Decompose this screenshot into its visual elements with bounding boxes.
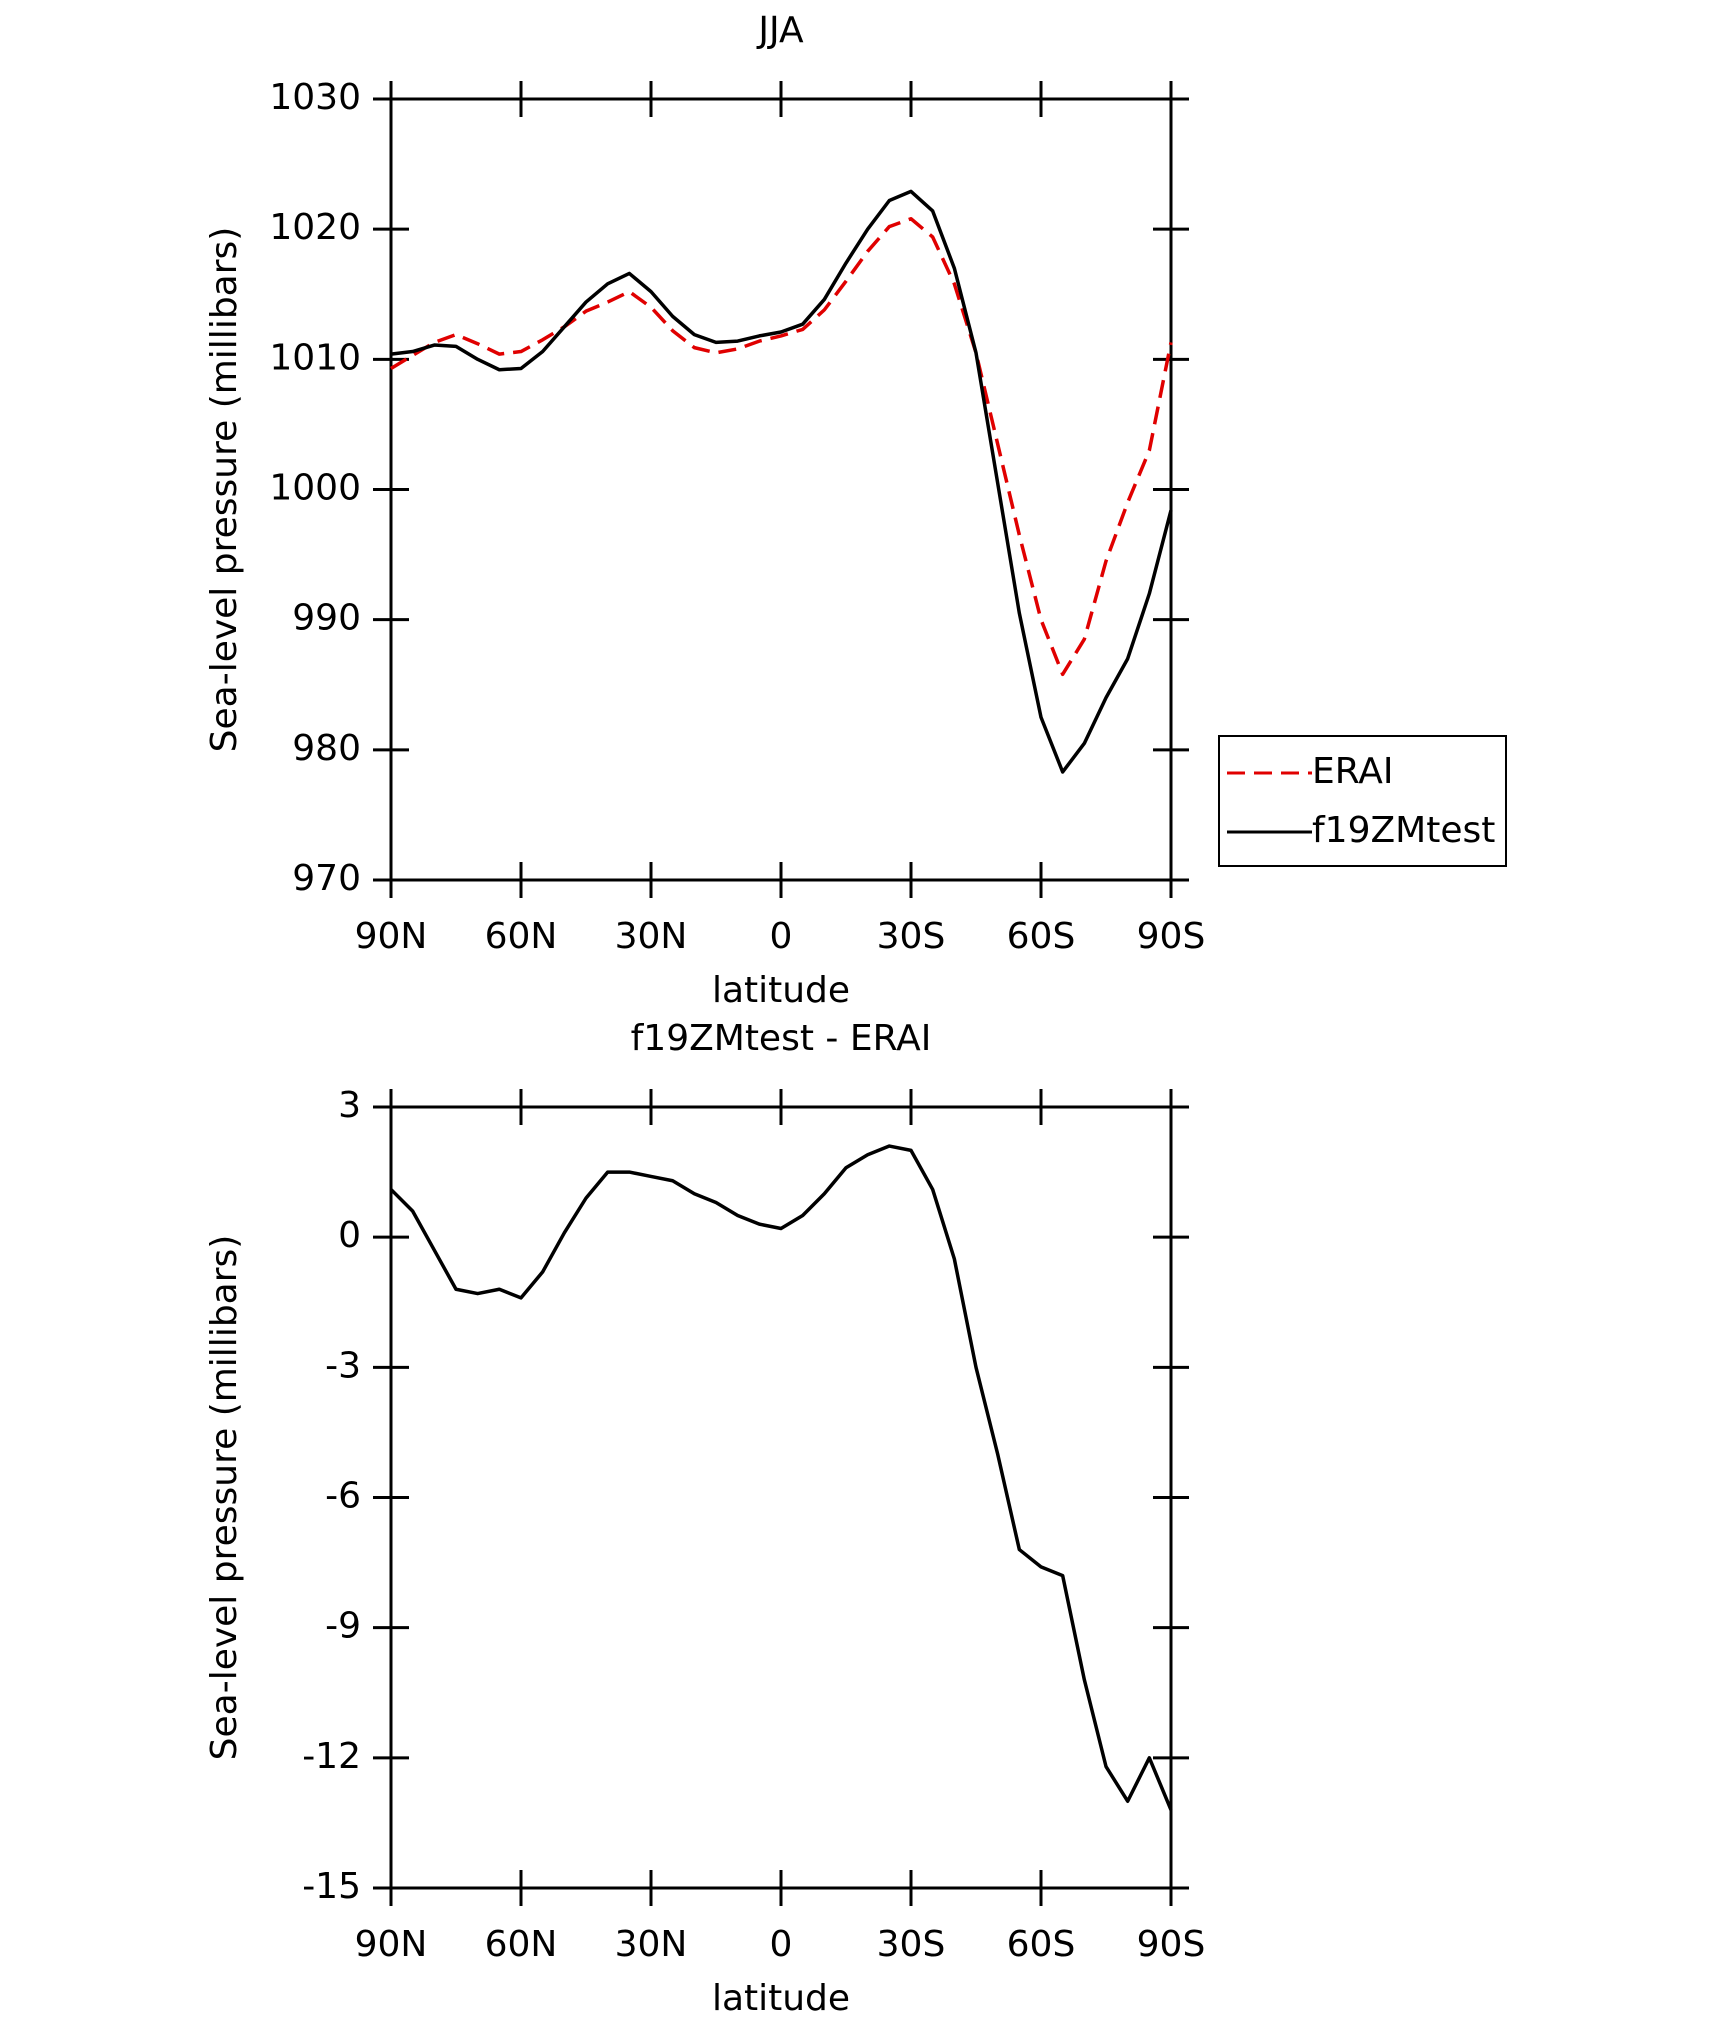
x-tick-label: 90S [1137, 1924, 1206, 1965]
y-tick-label: -15 [302, 1866, 361, 1907]
y-axis-label: Sea-level pressure (millibars) [204, 227, 245, 753]
legend-label: ERAI [1312, 751, 1394, 792]
y-tick-label: -6 [325, 1476, 361, 1517]
x-tick-label: 60N [485, 1924, 558, 1965]
y-tick-label: 1000 [269, 468, 361, 509]
y-axis-label: Sea-level pressure (millibars) [204, 1235, 245, 1761]
x-axis-label: latitude [712, 970, 850, 1011]
x-tick-label: 90N [355, 916, 428, 957]
x-tick-label: 60S [1007, 916, 1076, 957]
data-line [389, 1144, 1173, 1811]
x-tick-label: 0 [770, 1924, 793, 1965]
x-tick-label: 90N [355, 1924, 428, 1965]
x-tick-label: 30S [877, 916, 946, 957]
x-axis-label: latitude [712, 1978, 850, 2019]
chart-title: JJA [756, 10, 804, 51]
y-tick-label: 990 [292, 598, 361, 639]
y-tick-label: 980 [292, 728, 361, 769]
x-tick-label: 0 [770, 916, 793, 957]
data-line [390, 217, 1173, 677]
y-tick-label: 3 [338, 1085, 361, 1126]
chart-title: f19ZMtest - ERAI [631, 1018, 932, 1059]
x-tick-label: 60N [485, 916, 558, 957]
data-line [390, 189, 1173, 774]
y-tick-label: -12 [302, 1736, 361, 1777]
y-tick-label: 1010 [269, 337, 361, 378]
plot-frame [389, 1105, 1173, 1890]
y-tick-label: 1030 [269, 77, 361, 118]
y-tick-label: -3 [325, 1345, 361, 1386]
x-tick-label: 60S [1007, 1924, 1076, 1965]
y-tick-label: 1020 [269, 207, 361, 248]
legend-box [1218, 735, 1507, 867]
y-tick-label: 0 [338, 1215, 361, 1256]
plot-frame [389, 97, 1173, 882]
legend-label: f19ZMtest [1312, 810, 1495, 851]
x-tick-label: 30N [615, 1924, 688, 1965]
x-tick-label: 30S [877, 1924, 946, 1965]
x-tick-label: 30N [615, 916, 688, 957]
y-tick-label: -9 [325, 1606, 361, 1647]
y-tick-label: 970 [292, 858, 361, 899]
x-tick-label: 90S [1137, 916, 1206, 957]
